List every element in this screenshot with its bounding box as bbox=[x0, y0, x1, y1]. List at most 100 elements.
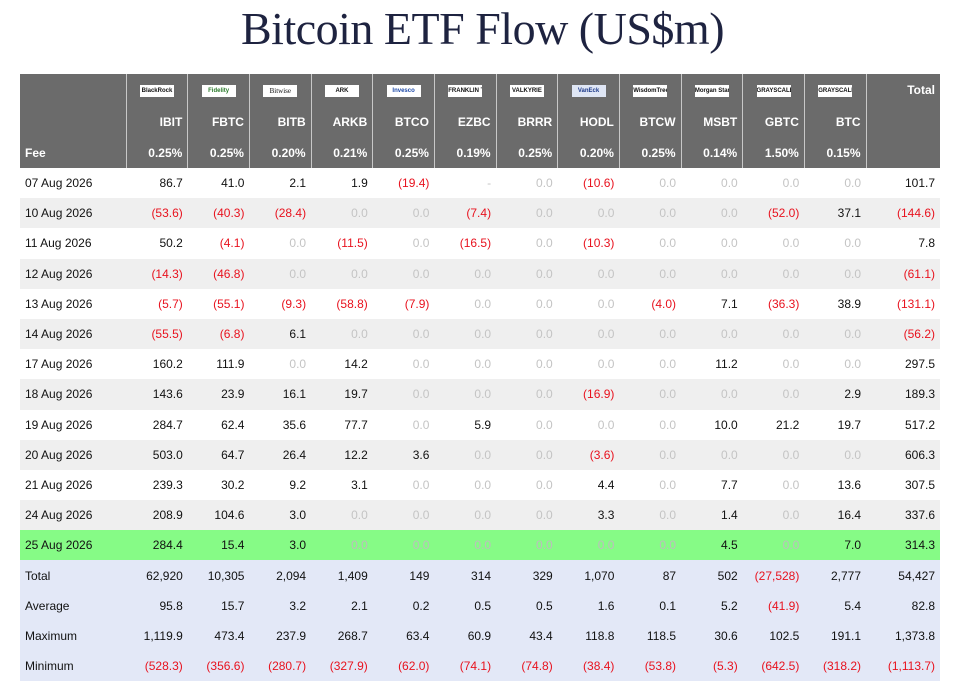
flow-cell: 0.0 bbox=[844, 357, 862, 372]
row-total-cell: (61.1) bbox=[866, 258, 940, 289]
table-body: 07 Aug 2026 86.7 41.0 2.1 1.9 (19.4) -0.0 (10.6… bbox=[20, 168, 940, 682]
stats-cell: (327.9) bbox=[311, 651, 373, 682]
stats-cell: 149 bbox=[372, 560, 435, 591]
fee-cell: 0.15% bbox=[803, 137, 867, 168]
stats-cell: 15.7 bbox=[187, 590, 250, 621]
flow-cell: 0.0 bbox=[619, 500, 682, 531]
flow-cell: 0.0 bbox=[742, 318, 805, 350]
ticker-header: MSBT bbox=[680, 106, 743, 137]
flow-cell: 11.2 bbox=[715, 357, 738, 372]
flow-cell: 0.0 bbox=[557, 258, 620, 289]
stats-cell: (528.3) bbox=[126, 651, 188, 682]
stats-total-cell: 54,427 bbox=[866, 560, 940, 591]
flow-cell: 160.2 bbox=[152, 357, 183, 372]
flow-cell: 0.0 bbox=[434, 439, 497, 470]
row-total-cell: 606.3 bbox=[866, 439, 940, 470]
corner-cell bbox=[20, 106, 127, 137]
flow-cell: 19.7 bbox=[837, 417, 862, 432]
stats-cell: 43.4 bbox=[496, 620, 558, 651]
flow-cell: 0.0 bbox=[372, 530, 435, 561]
fee-row: Fee 0.25% 0.25% 0.20% 0.21% 0.25% 0.19% 0.25% 0… bbox=[20, 137, 940, 168]
ticker-row: IBIT FBTC BITB ARKB BTCO EZBC BRRR HODL BTCW MSBT… bbox=[20, 106, 940, 137]
fee-cell: 0.25% bbox=[187, 137, 250, 168]
date-cell: 14 Aug 2026 bbox=[20, 318, 127, 350]
issuer-logo: GRAYSCALE bbox=[818, 84, 853, 97]
flow-cell: 0.0 bbox=[536, 357, 553, 372]
table-row: 21 Aug 2026 239.3 30.2 9.2 3.1 0.0 0.0 0.0 4.4 0.… bbox=[20, 470, 940, 500]
flow-cell: 0.0 bbox=[597, 417, 615, 432]
flow-cell: 0.0 bbox=[597, 296, 615, 311]
row-total-cell: (56.2) bbox=[866, 318, 940, 350]
flow-cell: 0.0 bbox=[372, 258, 435, 289]
issuer-logo-cell: Invesco bbox=[372, 74, 435, 106]
table-row: 18 Aug 2026 143.6 23.9 16.1 19.7 0.0 0.0 0.0 (16… bbox=[20, 379, 940, 410]
flow-cell: 38.9 bbox=[837, 296, 862, 311]
flow-cell: (16.5) bbox=[459, 236, 492, 251]
flow-cell: 3.3 bbox=[557, 500, 620, 531]
flow-cell: 111.9 bbox=[216, 357, 245, 372]
stats-cell: 237.9 bbox=[249, 620, 312, 651]
date-cell: 13 Aug 2026 bbox=[25, 296, 93, 311]
issuer-logo: Morgan Stanley bbox=[694, 84, 729, 97]
total-fee-spacer bbox=[865, 137, 940, 168]
flow-cell: 0.0 bbox=[619, 258, 682, 289]
issuer-logo-cell: ARK bbox=[310, 74, 373, 106]
flow-cell: 143.6 bbox=[126, 379, 188, 410]
stats-row: Average 95.8 15.7 3.2 2.1 0.2 0.5 0.5 1.6 0.1 5.2(… bbox=[20, 590, 940, 621]
table-row: 07 Aug 2026 86.7 41.0 2.1 1.9 (19.4) - 0.0 (10.6… bbox=[20, 168, 940, 198]
stats-cell: 0.5 bbox=[434, 590, 497, 621]
issuer-logo-cell: Fidelity bbox=[187, 74, 250, 106]
stats-cell: 1,409 bbox=[311, 560, 373, 591]
stats-cell: 0.2 bbox=[372, 590, 435, 621]
flow-cell: (19.4) bbox=[398, 176, 430, 191]
date-cell: 18 Aug 2026 bbox=[20, 379, 127, 410]
flow-cell: 0.0 bbox=[619, 379, 682, 410]
stats-cell: 10,305 bbox=[187, 560, 250, 591]
flow-cell: 0.0 bbox=[597, 357, 615, 372]
fee-cell: 0.19% bbox=[433, 137, 497, 168]
flow-cell: 0.0 bbox=[289, 236, 307, 251]
row-total-cell: 101.7 bbox=[904, 176, 935, 191]
issuer-logo-cell: VALKYRIE bbox=[495, 74, 558, 106]
flow-cell: 0.0 bbox=[536, 236, 553, 251]
stats-cell: (318.2) bbox=[804, 651, 867, 682]
flow-cell: (10.6) bbox=[583, 176, 615, 191]
flow-cell: 0.0 bbox=[557, 198, 620, 229]
flow-cell: 1.4 bbox=[681, 500, 743, 531]
issuer-logo: GRAYSCALE bbox=[756, 84, 791, 97]
flow-cell: 0.0 bbox=[536, 296, 553, 311]
flow-cell: 0.0 bbox=[844, 236, 862, 251]
stats-row: Maximum 1,119.9 473.4 237.9 268.7 63.4 60.9 43.… bbox=[20, 620, 940, 651]
flow-cell: 0.0 bbox=[412, 417, 430, 432]
issuer-logo: VALKYRIE bbox=[509, 84, 544, 97]
stats-cell: 118.5 bbox=[619, 620, 682, 651]
flow-cell: 2.9 bbox=[804, 379, 867, 410]
flow-cell: 0.0 bbox=[742, 530, 805, 561]
flow-cell: (6.8) bbox=[187, 318, 250, 350]
flow-cell: 0.0 bbox=[557, 318, 620, 350]
flow-cell: 5.9 bbox=[474, 417, 492, 432]
flow-cell: 0.0 bbox=[619, 439, 682, 470]
flow-cell: (53.6) bbox=[126, 198, 188, 229]
table-row: 14 Aug 2026 (55.5) (6.8) 6.1 0.0 0.0 0.0 0.0 0.0… bbox=[20, 318, 940, 350]
flow-cell: 0.0 bbox=[249, 258, 312, 289]
issuer-logo-cell: VanEck bbox=[557, 74, 620, 106]
flow-cell: 284.7 bbox=[152, 417, 183, 432]
stats-cell: 329 bbox=[496, 560, 558, 591]
issuer-logo: FRANKLIN TEMPLETON bbox=[448, 84, 483, 97]
fee-cell: 0.20% bbox=[557, 137, 620, 168]
flow-cell: 0.0 bbox=[782, 176, 800, 191]
table-row: 20 Aug 2026 503.0 64.7 26.4 12.2 3.6 0.0 0.0 (3.… bbox=[20, 439, 940, 470]
flow-cell: (40.3) bbox=[187, 198, 250, 229]
stats-row: Minimum (528.3) (356.6) (280.7) (327.9) (62.0… bbox=[20, 651, 940, 682]
flow-cell: 41.0 bbox=[221, 176, 245, 191]
date-cell: 11 Aug 2026 bbox=[25, 236, 92, 251]
row-total-cell: 307.5 bbox=[904, 477, 935, 492]
flow-cell: 0.0 bbox=[474, 296, 492, 311]
stats-cell: 62,920 bbox=[126, 560, 188, 591]
flow-cell: 0.0 bbox=[619, 198, 682, 229]
stats-label: Maximum bbox=[20, 620, 127, 651]
issuer-logo-cell: Bitwise bbox=[248, 74, 312, 106]
flow-cell: (14.3) bbox=[126, 258, 188, 289]
flow-cell: 0.0 bbox=[412, 357, 430, 372]
